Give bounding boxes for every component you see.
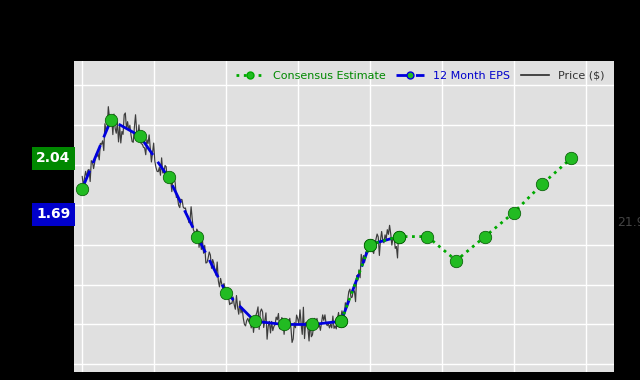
Text: 21.97: 21.97 [618,216,640,229]
Text: 1.69: 1.69 [36,207,70,221]
Legend: Consensus Estimate, 12 Month EPS, Price ($): Consensus Estimate, 12 Month EPS, Price … [232,66,609,85]
Text: 2.04: 2.04 [36,151,70,165]
